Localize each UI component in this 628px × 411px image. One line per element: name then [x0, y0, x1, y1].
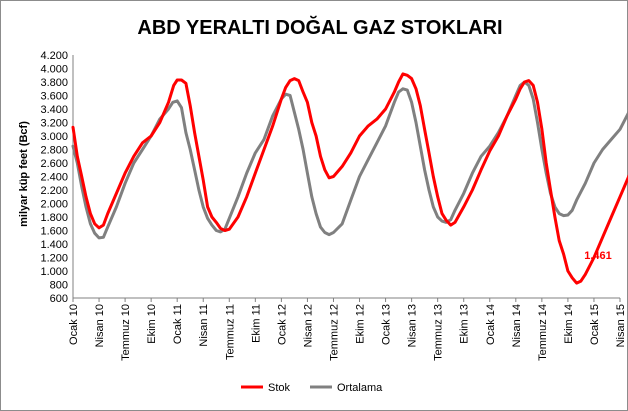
legend-label-stok: Stok	[268, 382, 291, 394]
x-tick-label: Ocak 15	[589, 304, 601, 345]
legend: Stok Ortalama	[241, 382, 383, 394]
y-tick-label: 3.400	[40, 104, 68, 116]
y-tick-label: 1.800	[40, 212, 68, 224]
x-tick-label: Ekim 12	[355, 304, 367, 344]
x-tick-label: Ekim 10	[146, 304, 158, 344]
series-line-ortalama	[71, 80, 628, 240]
x-tick-label: Ekim 13	[459, 304, 471, 344]
x-tick-labels: Ocak 10 Nisan 10 Temmuz 10 Ekim 10 Ocak 11 Ni…	[68, 304, 627, 361]
y-axis-label: milyar küp feet (Bcf)	[18, 121, 30, 227]
y-tick-label: 600	[50, 293, 68, 305]
x-tick-label: Ocak 10	[68, 304, 80, 345]
x-tick-label: Nisan 13	[407, 304, 419, 347]
x-tick-label: Temmuz 13	[433, 304, 445, 361]
y-tick-label: 2.200	[40, 185, 68, 197]
y-tick-label: 800	[50, 280, 68, 292]
y-tick-label: 1.200	[40, 253, 68, 265]
y-tick-label: 4.000	[40, 64, 68, 76]
x-tick-label: Ocak 14	[485, 304, 497, 345]
x-tick-label: Nisan 10	[94, 304, 106, 347]
x-tick-label: Ekim 14	[563, 304, 575, 344]
x-tick-label: Nisan 14	[511, 304, 523, 347]
series-line-stok	[71, 72, 628, 285]
y-tick-label: 1.000	[40, 266, 68, 278]
y-tick-label: 3.200	[40, 118, 68, 130]
legend-label-ortalama: Ortalama	[337, 382, 383, 394]
x-tick-label: Ocak 12	[276, 304, 288, 345]
x-tick-label: Temmuz 12	[328, 304, 340, 361]
y-tick-label: 2.400	[40, 172, 68, 184]
y-tick-label: 2.000	[40, 199, 68, 211]
x-tick-label: Temmuz 10	[120, 304, 132, 361]
x-tick-label: Nisan 12	[302, 304, 314, 347]
y-tick-label: 3.600	[40, 91, 68, 103]
x-tick-label: Ekim 11	[250, 304, 262, 343]
x-tick-label: Ocak 13	[381, 304, 393, 345]
x-tick-label: Nisan 11	[198, 304, 210, 347]
x-tick-marks	[72, 298, 621, 302]
y-tick-label: 3.800	[40, 77, 68, 89]
y-tick-label: 3.000	[40, 131, 68, 143]
x-tick-label: Ocak 11	[172, 304, 184, 344]
x-tick-label: Temmuz 11	[224, 304, 236, 360]
y-tick-label: 1.400	[40, 239, 68, 251]
y-tick-label: 1.600	[40, 226, 68, 238]
y-tick-label: 2.800	[40, 145, 68, 157]
series-group	[71, 72, 628, 285]
last-value-label: 1.461	[584, 250, 612, 262]
chart-title: ABD YERALTI DOĞAL GAZ STOKLARI	[137, 15, 502, 39]
y-tick-label: 2.600	[40, 158, 68, 170]
x-tick-label: Temmuz 14	[537, 304, 549, 361]
y-tick-label: 4.200	[40, 50, 68, 62]
x-tick-label: Nisan 15	[615, 304, 627, 347]
